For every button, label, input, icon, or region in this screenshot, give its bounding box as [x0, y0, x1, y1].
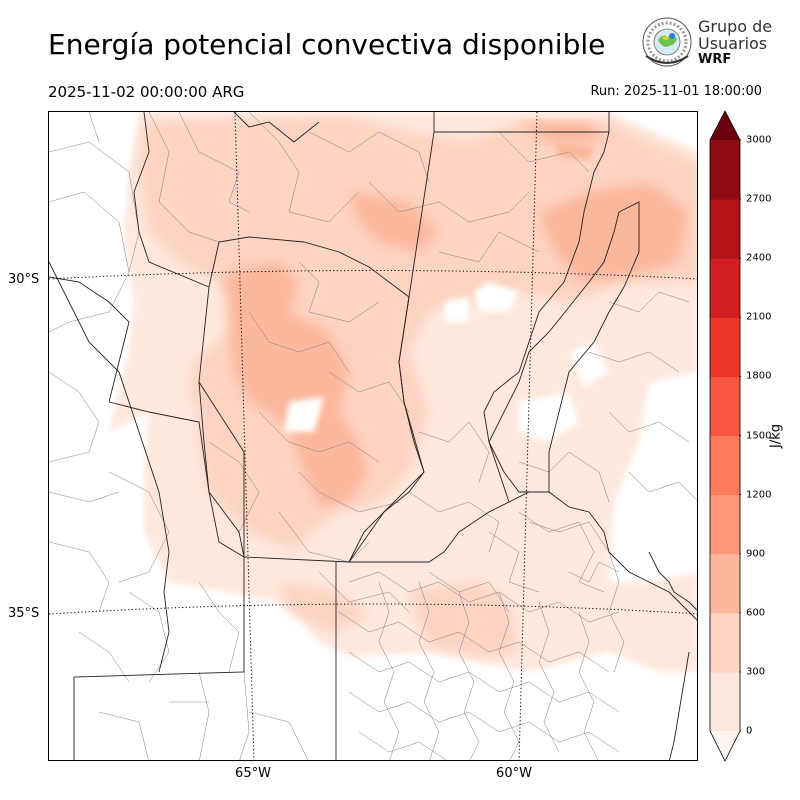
colorbar-extend-max — [710, 111, 740, 140]
colorbar-extend-min — [710, 731, 740, 761]
wrf-logo-icon — [642, 17, 692, 67]
colorbar-tick-label: 2400 — [746, 252, 772, 264]
logo-line1: Grupo de — [698, 17, 773, 36]
cape-map — [48, 111, 698, 761]
colorbar-tick-label: 0 — [746, 725, 753, 737]
colorbar-bin-1200 — [710, 435, 740, 496]
colorbar-tick-label: 3000 — [746, 134, 772, 146]
valid-time: 2025-11-02 00:00:00 ARG — [48, 83, 245, 101]
run-time: Run: 2025-11-01 18:00:00 — [590, 84, 762, 99]
lat-label-30s: 30°S — [8, 272, 40, 287]
colorbar-bin-900 — [710, 494, 740, 555]
colorbar-tick-label: 2700 — [746, 193, 772, 205]
colorbar-bin-300 — [710, 612, 740, 673]
coastline — [648, 551, 697, 611]
colorbar-tick-label: 1500 — [746, 430, 772, 441]
logo-line2: Usuarios — [698, 34, 768, 53]
colorbar-tick-label: 900 — [746, 548, 766, 560]
colorbar-tick-label: 1800 — [746, 370, 772, 382]
lon-label-65w: 65°W — [235, 766, 271, 781]
colorbar-bin-2400 — [710, 199, 740, 259]
graticule — [49, 112, 697, 760]
logo-line3: WRF — [698, 52, 732, 67]
lon-label-60w: 60°W — [496, 766, 532, 781]
chart-title: Energía potencial convectiva disponible — [48, 28, 606, 61]
colorbar — [709, 110, 741, 762]
colorbar-bin-1500 — [710, 376, 740, 437]
colorbar-tick-label: 2100 — [746, 311, 772, 323]
colorbar-units: J/kg — [768, 424, 784, 448]
colorbar-bin-2100 — [710, 258, 740, 318]
colorbar-bin-1800 — [710, 317, 740, 377]
lat-label-35s: 35°S — [8, 606, 40, 621]
department-boundaries — [49, 112, 697, 760]
colorbar-tick-label: 1200 — [746, 489, 772, 501]
cape-field — [109, 112, 697, 672]
colorbar-tick-label: 300 — [746, 666, 766, 678]
buenos-aires-partidos — [338, 511, 625, 760]
colorbar-tick-label: 600 — [746, 607, 766, 619]
colorbar-bin-2700 — [710, 140, 740, 200]
colorbar-bin-600 — [710, 553, 740, 614]
colorbar-bin-0 — [710, 671, 740, 732]
province-boundaries — [49, 112, 697, 760]
map-svg — [49, 112, 697, 760]
